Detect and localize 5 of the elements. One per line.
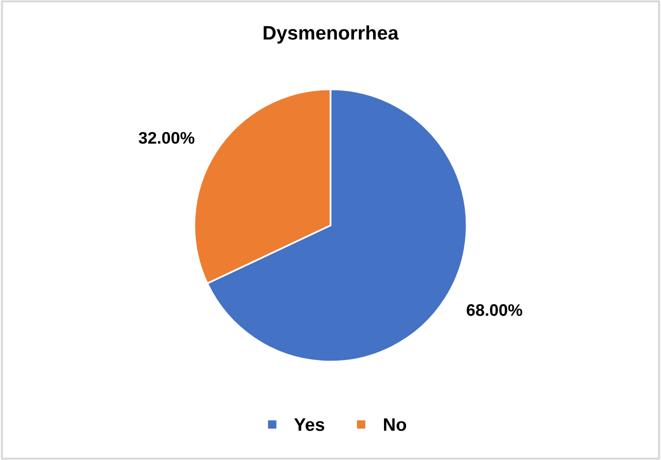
- legend-label: No: [384, 418, 406, 431]
- data-label: 32.00%: [138, 132, 194, 144]
- legend-label: Yes: [294, 418, 324, 431]
- data-label: 68.00%: [466, 304, 522, 316]
- chart-title: Dysmenorrhea: [264, 25, 399, 44]
